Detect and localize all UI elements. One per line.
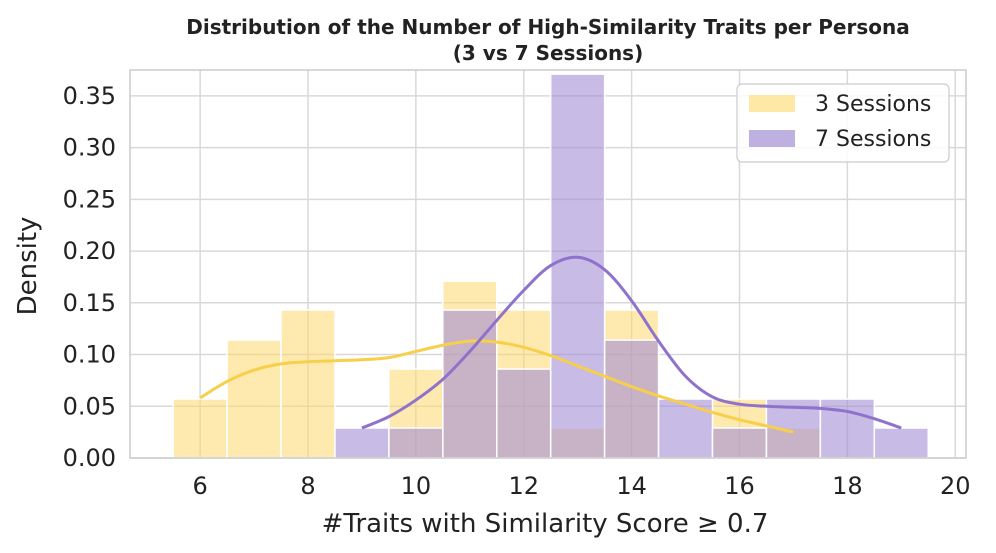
- histogram-bar-7-sessions: [657, 398, 714, 459]
- x-tick-label: 20: [940, 472, 971, 500]
- histogram-bar-7-sessions: [603, 339, 660, 459]
- x-tick-label: 18: [832, 472, 863, 500]
- histogram-bar-7-sessions: [496, 368, 552, 459]
- x-tick-label: 12: [508, 472, 539, 500]
- y-tick-label: 0.20: [63, 237, 116, 265]
- histogram-bar-7-sessions: [873, 427, 929, 459]
- histogram-bar-7-sessions: [549, 73, 606, 459]
- x-tick-label: 16: [724, 472, 755, 500]
- x-tick-labels: 6 8 10 12 14 16 18 20: [192, 472, 970, 500]
- histogram-bar-7-sessions: [711, 427, 768, 459]
- x-tick-label: 6: [192, 472, 207, 500]
- y-tick-label: 0.05: [63, 392, 116, 420]
- kde-line-3-sessions: [199, 339, 794, 434]
- legend-label-7-sessions: 7 Sessions: [815, 127, 931, 152]
- histogram-bar-7-sessions: [442, 309, 498, 459]
- x-tick-label: 8: [300, 472, 315, 500]
- legend-label-3-sessions: 3 Sessions: [815, 92, 931, 117]
- histogram-bar-3-sessions: [172, 398, 228, 459]
- legend-swatch-3-sessions: [749, 95, 795, 112]
- histogram-bar-3-sessions: [226, 339, 282, 459]
- y-tick-labels: 0.00 0.05 0.10 0.15 0.20 0.25 0.30 0.35: [63, 82, 116, 472]
- chart-title: Distribution of the Number of High-Simil…: [186, 15, 910, 39]
- legend-swatch-7-sessions: [749, 130, 795, 147]
- y-tick-label: 0.35: [63, 82, 116, 110]
- y-tick-label: 0.00: [63, 444, 116, 472]
- y-tick-label: 0.30: [63, 134, 116, 162]
- y-axis-label: Density: [13, 217, 43, 316]
- y-tick-label: 0.15: [63, 289, 116, 317]
- y-tick-label: 0.25: [63, 185, 116, 213]
- histogram-bar-3-sessions: [280, 309, 336, 459]
- legend: 3 Sessions 7 Sessions: [736, 83, 950, 163]
- x-tick-label: 10: [401, 472, 432, 500]
- histogram-bar-7-sessions: [388, 427, 444, 459]
- kde-curves: [199, 255, 902, 434]
- histogram-bar-7-sessions: [334, 427, 390, 459]
- x-axis-label: #Traits with Similarity Score ≥ 0.7: [322, 509, 769, 539]
- histogram-bars: [172, 73, 929, 459]
- plot-frame: [129, 69, 967, 459]
- chart-subtitle: (3 vs 7 Sessions): [453, 41, 643, 65]
- kde-line-7-sessions: [361, 255, 902, 430]
- y-tick-label: 0.10: [63, 341, 116, 369]
- x-tick-label: 14: [616, 472, 647, 500]
